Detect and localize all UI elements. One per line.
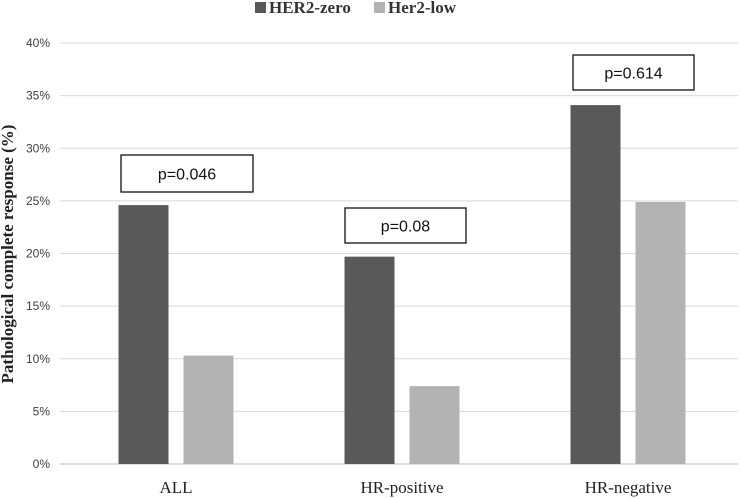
y-tick-label: 10%	[26, 352, 50, 366]
bar-her2-zero-hr-negative	[570, 105, 621, 464]
y-tick-label: 25%	[26, 194, 50, 208]
p-value-box	[344, 207, 467, 244]
legend-label: HER2-zero	[269, 0, 351, 17]
legend-label: Her2-low	[388, 0, 457, 17]
bars	[118, 105, 686, 465]
y-tick-label: 5%	[33, 404, 51, 418]
y-tick-label: 20%	[26, 247, 50, 261]
bar-her2-low-hr-positive	[409, 386, 460, 464]
y-tick-label: 40%	[26, 36, 50, 50]
gridlines	[60, 42, 738, 465]
p-value-label: p=0.08	[381, 219, 430, 236]
x-category-label: HR-positive	[360, 478, 443, 497]
legend: HER2-zero Her2-low	[255, 0, 457, 17]
p-value-box	[572, 54, 695, 91]
p-value-box	[120, 154, 254, 193]
y-tick-label: 35%	[26, 89, 50, 103]
p-value-annotations: p=0.046 p=0.08 p=0.614	[120, 54, 695, 244]
bar-her2-low-all	[183, 355, 234, 464]
legend-swatch	[255, 2, 266, 13]
x-category-label: ALL	[159, 478, 192, 497]
legend-swatch	[374, 2, 385, 13]
y-axis-label: Pathological complete response (%)	[0, 125, 17, 384]
bar-her2-zero-all	[118, 205, 169, 464]
p-value-label: p=0.046	[158, 167, 216, 184]
x-category-label: HR-negative	[585, 478, 672, 497]
y-tick-label: 30%	[26, 141, 50, 155]
x-axis-categories: ALL HR-positive HR-negative	[159, 478, 671, 497]
y-axis-ticks: 0% 5% 10% 15% 20% 25% 30% 35% 40%	[26, 36, 50, 471]
bar-her2-zero-hr-positive	[344, 256, 395, 464]
y-tick-label: 0%	[33, 457, 51, 471]
p-value-label: p=0.614	[604, 66, 662, 83]
bar-her2-low-hr-negative	[635, 201, 686, 465]
y-tick-label: 15%	[26, 299, 50, 313]
